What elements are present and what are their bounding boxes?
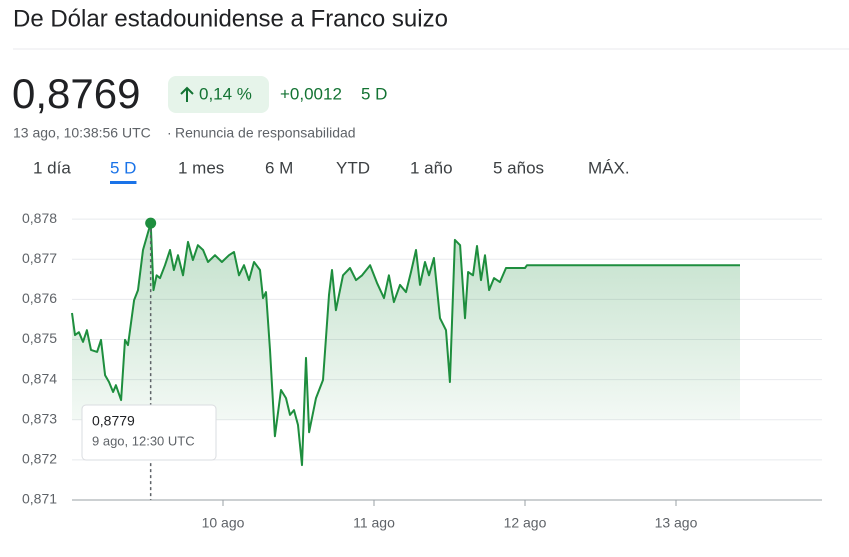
- x-tick-label: 13 ago: [655, 515, 698, 531]
- tab[interactable]: 6 M: [265, 158, 293, 177]
- tab[interactable]: 5 años: [493, 158, 544, 177]
- up-arrow: [180, 86, 194, 102]
- disclaimer[interactable]: Renuncia de responsabilidad: [175, 125, 356, 141]
- tooltip-value: 0,8779: [92, 413, 135, 429]
- tab[interactable]: MÁX.: [588, 158, 630, 177]
- tab[interactable]: 1 mes: [178, 158, 224, 177]
- y-tick-label: 0,874: [22, 370, 57, 386]
- change-badge: [168, 76, 269, 113]
- y-tick-label: 0,875: [22, 330, 57, 346]
- tab-underline: [110, 181, 137, 184]
- hover-point: [145, 217, 157, 229]
- period: 5 D: [361, 84, 387, 103]
- y-tick-label: 0,876: [22, 290, 57, 306]
- timestamp: 13 ago, 10:38:56 UTC: [13, 125, 151, 141]
- tab[interactable]: 1 año: [410, 158, 453, 177]
- line: [71, 222, 740, 467]
- title: De Dólar estadounidense a Franco suizo: [13, 5, 448, 32]
- tab[interactable]: YTD: [336, 158, 370, 177]
- chart: 0,871 0,872 0,873 0,874 0,875 0,876 0,877 0,878…: [22, 210, 822, 531]
- tooltip-box: [81, 404, 217, 461]
- y-tick-label: 0,873: [22, 410, 57, 426]
- y-tick-label: 0,871: [22, 491, 57, 507]
- tab[interactable]: 1 día: [33, 158, 71, 177]
- change-percent: 0,14 %: [199, 84, 252, 103]
- price: 0,8769: [12, 70, 140, 117]
- tabs: 1 día 5 D 1 mes 6 M YTD 1 año 5 años MÁX.: [33, 158, 630, 184]
- separator: ·: [167, 125, 172, 141]
- area: [72, 223, 741, 466]
- x-tick-label: 11 ago: [353, 515, 395, 531]
- tab[interactable]: 5 D: [110, 158, 136, 177]
- y-tick-label: 0,877: [22, 250, 57, 266]
- y-tick-label: 0,872: [22, 451, 57, 467]
- x-tick-label: 10 ago: [202, 515, 245, 531]
- y-tick-label: 0,878: [22, 210, 57, 226]
- change: +0,0012: [280, 84, 342, 103]
- x-tick-label: 12 ago: [504, 515, 547, 531]
- tooltip-time: 9 ago, 12:30 UTC: [92, 433, 195, 448]
